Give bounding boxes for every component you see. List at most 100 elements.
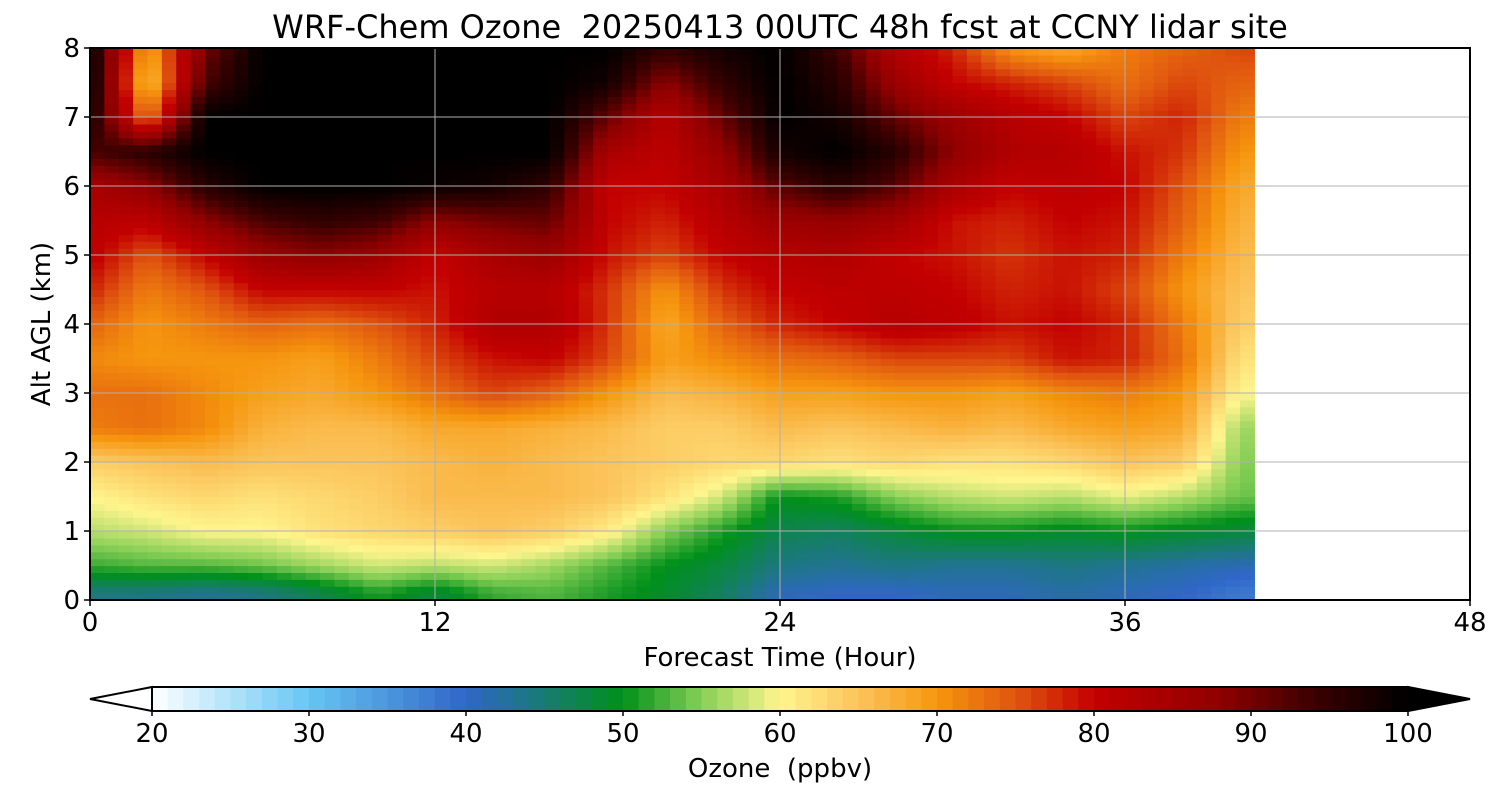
heatmap-cell: [348, 282, 364, 291]
heatmap-cell: [147, 593, 163, 600]
heatmap-cell: [665, 303, 680, 311]
heatmap-cell: [938, 496, 954, 504]
heatmap-cell: [205, 206, 220, 215]
heatmap-cell: [478, 337, 494, 346]
heatmap-cell: [550, 462, 565, 470]
heatmap-cell: [190, 593, 206, 600]
heatmap-cell: [895, 379, 910, 387]
heatmap-cell: [377, 475, 393, 484]
heatmap-cell: [391, 296, 407, 304]
heatmap-cell: [190, 261, 206, 270]
heatmap-cell: [478, 158, 494, 166]
heatmap-cell: [722, 61, 738, 70]
heatmap-cell: [851, 358, 867, 366]
heatmap-cell: [262, 289, 278, 297]
heatmap-cell: [118, 344, 134, 353]
heatmap-cell: [334, 524, 350, 532]
heatmap-cell: [550, 158, 565, 166]
heatmap-cell: [305, 255, 321, 263]
heatmap-cell: [161, 579, 177, 587]
heatmap-cell: [492, 130, 508, 139]
heatmap-cell: [765, 282, 781, 291]
heatmap-cell: [291, 489, 307, 498]
heatmap-cell: [492, 213, 508, 222]
heatmap-cell: [435, 579, 450, 587]
heatmap-cell: [621, 241, 637, 249]
heatmap-cell: [722, 393, 738, 401]
heatmap-cell: [348, 448, 364, 456]
heatmap-cell: [133, 303, 149, 311]
heatmap-cell: [176, 220, 192, 228]
heatmap-cell: [248, 75, 264, 84]
heatmap-cell: [593, 89, 609, 97]
heatmap-cell: [909, 351, 925, 360]
heatmap-cell: [219, 282, 235, 291]
heatmap-cell: [147, 158, 163, 166]
heatmap-cell: [794, 144, 810, 153]
heatmap-cell: [966, 420, 982, 429]
heatmap-cell: [104, 586, 120, 594]
heatmap-cell: [348, 537, 364, 546]
heatmap-cell: [823, 406, 839, 415]
heatmap-cell: [363, 117, 379, 125]
heatmap-cell: [665, 544, 680, 553]
heatmap-cell: [938, 172, 954, 180]
heatmap-cell: [305, 517, 321, 525]
heatmap-cell: [420, 358, 436, 366]
heatmap-cell: [377, 358, 393, 366]
heatmap-cell: [348, 324, 364, 332]
heatmap-cell: [248, 137, 264, 146]
heatmap-cell: [938, 482, 954, 491]
heatmap-cell: [334, 110, 350, 118]
heatmap-cell: [506, 544, 522, 553]
heatmap-cell: [751, 406, 767, 415]
heatmap-cell: [780, 524, 795, 532]
heatmap-cell: [722, 324, 738, 332]
heatmap-cell: [118, 296, 134, 304]
heatmap-cell: [621, 117, 637, 125]
heatmap-cell: [176, 393, 192, 401]
heatmap-cell: [305, 199, 321, 208]
heatmap-cell: [866, 234, 882, 242]
heatmap-cell: [420, 234, 436, 242]
heatmap-cell: [104, 206, 120, 215]
heatmap-cell: [895, 344, 910, 353]
heatmap-cell: [722, 303, 738, 311]
heatmap-cell: [593, 317, 609, 325]
heatmap-cell: [478, 234, 494, 242]
heatmap-cell: [866, 489, 882, 498]
heatmap-cell: [492, 448, 508, 456]
heatmap-cell: [118, 172, 134, 180]
heatmap-cell: [90, 68, 105, 77]
heatmap-cell: [535, 489, 551, 498]
heatmap-cell: [550, 337, 565, 346]
heatmap-cell: [851, 234, 867, 242]
heatmap-cell: [751, 137, 767, 146]
heatmap-cell: [693, 468, 709, 477]
heatmap-cell: [823, 365, 839, 373]
heatmap-cell: [492, 413, 508, 422]
heatmap-cell: [305, 261, 321, 270]
heatmap-cell: [291, 89, 307, 97]
heatmap-cell: [535, 158, 551, 166]
heatmap-cell: [636, 358, 652, 366]
heatmap-cell: [406, 482, 422, 491]
heatmap-cell: [334, 427, 350, 435]
heatmap-cell: [391, 537, 407, 546]
heatmap-cell: [104, 317, 120, 325]
heatmap-cell: [909, 344, 925, 353]
heatmap-cell: [190, 337, 206, 346]
heatmap-cell: [90, 192, 105, 201]
heatmap-cell: [966, 255, 982, 263]
heatmap-cell: [550, 96, 565, 104]
heatmap-cell: [938, 137, 954, 146]
heatmap-cell: [161, 420, 177, 429]
heatmap-cell: [923, 330, 939, 339]
heatmap-cell: [923, 489, 939, 498]
heatmap-cell: [492, 234, 508, 242]
heatmap-cell: [449, 241, 465, 249]
heatmap-cell: [262, 103, 278, 111]
heatmap-cell: [104, 558, 120, 567]
heatmap-cell: [435, 192, 450, 201]
heatmap-cell: [665, 110, 680, 118]
